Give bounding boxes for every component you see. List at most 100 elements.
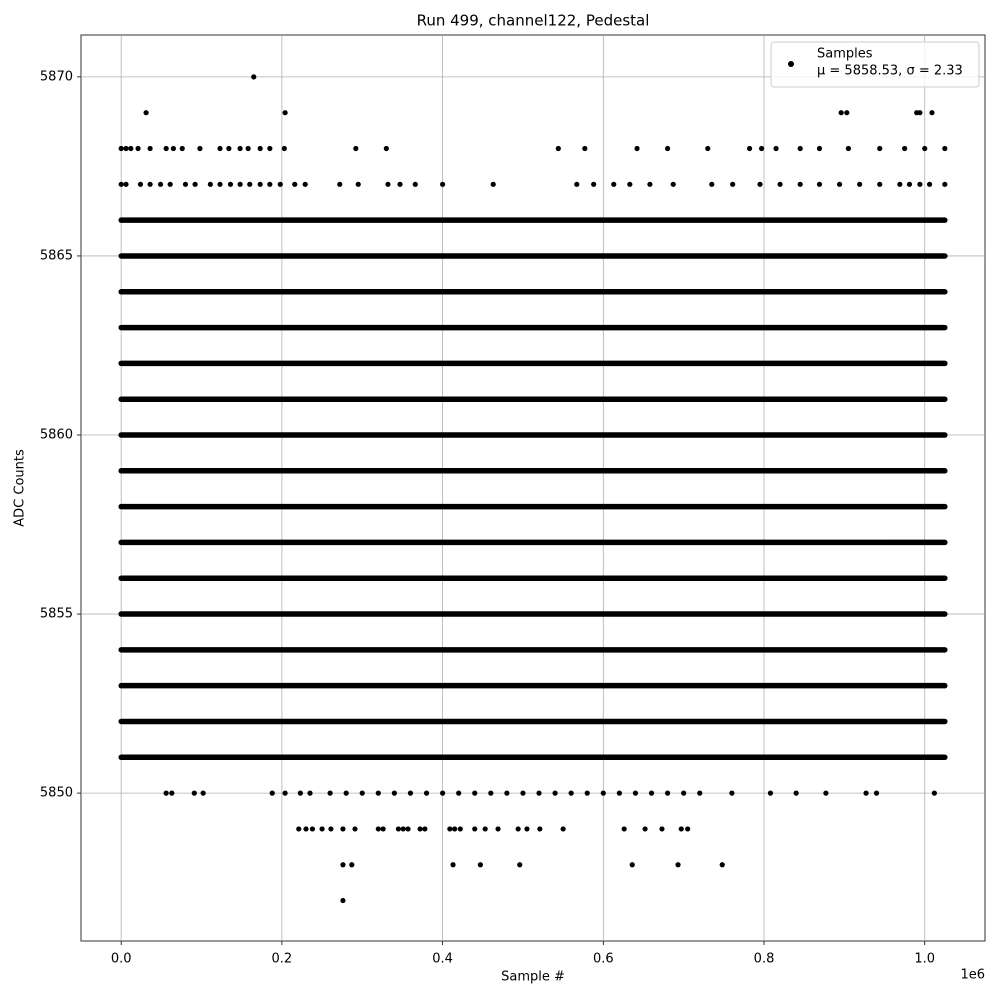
point xyxy=(143,110,149,116)
point xyxy=(292,181,298,187)
point xyxy=(245,145,251,152)
point xyxy=(217,181,223,187)
point xyxy=(488,790,494,796)
point xyxy=(942,145,948,152)
point xyxy=(659,826,665,832)
point xyxy=(816,145,823,152)
point xyxy=(395,826,402,832)
point xyxy=(797,145,803,152)
point xyxy=(237,181,243,187)
point xyxy=(118,145,124,152)
legend-marker xyxy=(788,61,794,67)
point xyxy=(353,145,359,152)
point xyxy=(845,145,851,152)
point xyxy=(123,145,129,152)
point xyxy=(634,145,640,152)
point xyxy=(719,862,725,868)
point xyxy=(600,790,606,796)
point xyxy=(877,145,883,152)
point xyxy=(352,826,358,832)
point xyxy=(857,181,863,187)
point xyxy=(816,181,823,187)
point xyxy=(309,826,316,832)
point xyxy=(504,790,510,796)
point xyxy=(730,181,736,187)
point xyxy=(349,862,355,868)
point xyxy=(942,181,948,187)
point xyxy=(616,790,622,796)
point xyxy=(456,790,462,796)
point xyxy=(355,181,361,187)
point xyxy=(574,181,580,187)
point xyxy=(632,790,639,796)
point xyxy=(257,181,263,187)
point xyxy=(836,181,843,187)
point xyxy=(147,145,153,152)
point xyxy=(375,790,381,796)
y-tick-label: 5855 xyxy=(40,607,73,622)
point xyxy=(560,826,566,832)
point xyxy=(568,790,574,796)
point xyxy=(217,145,223,152)
chart-title: Run 499, channel122, Pedestal xyxy=(417,12,650,30)
point xyxy=(678,826,684,832)
point xyxy=(192,181,198,187)
point xyxy=(447,826,453,832)
x-tick-label: 1.0 xyxy=(914,952,935,967)
point xyxy=(128,145,134,152)
plot-frame xyxy=(80,34,986,942)
point xyxy=(773,145,779,152)
point xyxy=(226,145,232,152)
legend-stats: μ = 5858.53, σ = 2.33 xyxy=(817,64,963,79)
point xyxy=(257,145,263,152)
point xyxy=(611,181,617,187)
point xyxy=(385,181,391,187)
point xyxy=(407,790,414,796)
point xyxy=(844,110,850,116)
point xyxy=(477,862,483,868)
point xyxy=(328,826,334,832)
point xyxy=(179,145,185,152)
point xyxy=(422,826,428,832)
point xyxy=(397,181,403,187)
point xyxy=(648,790,655,796)
x-tick-label: 0.2 xyxy=(272,952,293,967)
point xyxy=(452,826,458,832)
point xyxy=(400,826,406,832)
point xyxy=(675,862,681,868)
point xyxy=(729,790,735,796)
point xyxy=(359,790,365,796)
x-tick-label: 0.8 xyxy=(754,952,775,967)
point xyxy=(926,181,933,187)
point xyxy=(440,790,446,796)
point xyxy=(251,74,257,80)
y-tick-label: 5865 xyxy=(40,248,73,263)
point xyxy=(200,790,206,796)
point xyxy=(450,862,456,868)
point xyxy=(277,181,283,187)
point xyxy=(391,790,397,796)
legend-box xyxy=(770,41,980,88)
point xyxy=(584,790,590,796)
point xyxy=(917,110,923,116)
point xyxy=(777,181,783,187)
point xyxy=(383,145,389,152)
point xyxy=(490,181,496,187)
point xyxy=(417,826,423,832)
y-tick-label: 5850 xyxy=(40,786,73,801)
point xyxy=(922,145,928,152)
legend: Samples μ = 5858.53, σ = 2.33 xyxy=(770,41,980,88)
point xyxy=(157,181,164,187)
point xyxy=(664,790,671,796)
point xyxy=(343,790,349,796)
point xyxy=(917,181,923,187)
point xyxy=(897,181,903,187)
point xyxy=(303,826,309,832)
point xyxy=(319,826,325,832)
x-tick-label: 0.0 xyxy=(111,952,132,967)
point xyxy=(135,145,141,152)
point xyxy=(163,145,169,152)
point xyxy=(931,790,937,796)
point xyxy=(681,790,687,796)
